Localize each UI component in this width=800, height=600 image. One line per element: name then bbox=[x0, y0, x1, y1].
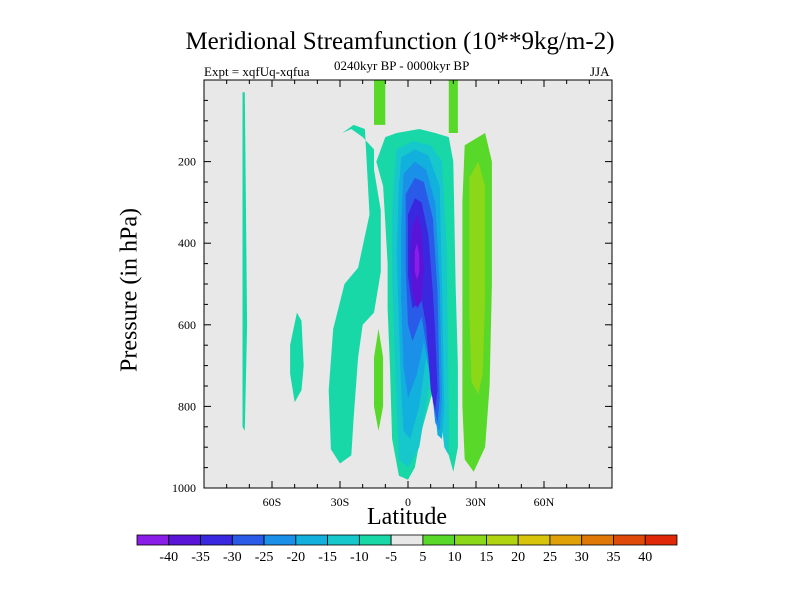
colorbar-box bbox=[486, 534, 519, 546]
contour-region--40-0 bbox=[414, 243, 420, 280]
colorbar-box bbox=[613, 534, 646, 546]
colorbar-box bbox=[422, 534, 456, 546]
y-tick-label: 600 bbox=[178, 318, 196, 332]
colorbar-label: 20 bbox=[511, 550, 525, 565]
contour-region--5-0 bbox=[242, 92, 248, 431]
period-subtitle: 0240kyr BP - 0000kyr BP bbox=[334, 58, 470, 73]
colorbar-box bbox=[136, 534, 170, 546]
contour-region-5-0 bbox=[374, 80, 386, 125]
colorbar-label: 25 bbox=[543, 550, 557, 565]
chart-title: Meridional Streamfunction (10**9kg/m-2) bbox=[185, 28, 615, 55]
colorbar-label: 15 bbox=[479, 550, 493, 565]
contour-region-5-2 bbox=[374, 328, 384, 431]
x-tick-label: 60S bbox=[263, 495, 282, 509]
colorbar-box bbox=[581, 534, 614, 546]
season-subtitle: JJA bbox=[590, 64, 610, 79]
colorbar-label: -40 bbox=[159, 550, 178, 565]
colorbar-label: -10 bbox=[350, 550, 369, 565]
colorbar-label: 30 bbox=[575, 550, 589, 565]
experiment-subtitle: Expt = xqfUq-xqfua bbox=[204, 64, 310, 79]
y-tick-label: 400 bbox=[178, 236, 196, 250]
colorbar-label: -5 bbox=[385, 550, 397, 565]
colorbar-box bbox=[168, 534, 201, 546]
contour-region-5-1 bbox=[448, 80, 458, 133]
contour-region--5-1 bbox=[290, 312, 304, 403]
colorbar-box bbox=[454, 534, 487, 546]
colorbar-box bbox=[327, 534, 360, 546]
colorbar-box bbox=[263, 534, 297, 546]
colorbar-box bbox=[295, 534, 328, 546]
colorbar-label: -20 bbox=[286, 550, 305, 565]
contour-region--5-2 bbox=[328, 124, 381, 464]
colorbar-label: 10 bbox=[448, 550, 462, 565]
colorbar-box bbox=[231, 534, 265, 546]
colorbar-label: -15 bbox=[318, 550, 337, 565]
x-tick-label: 60N bbox=[534, 495, 555, 509]
x-tick-label: 30S bbox=[331, 495, 350, 509]
colorbar-label: 35 bbox=[606, 550, 620, 565]
colorbar-box bbox=[517, 534, 551, 546]
y-tick-label: 800 bbox=[178, 399, 196, 413]
colorbar-box bbox=[549, 534, 583, 546]
y-tick-label: 200 bbox=[178, 155, 196, 169]
x-tick-label: 30N bbox=[466, 495, 487, 509]
contour-region-10-0 bbox=[469, 161, 486, 395]
x-axis-label: Latitude bbox=[367, 504, 447, 530]
colorbar-box bbox=[200, 534, 233, 546]
colorbar-label: -35 bbox=[191, 550, 210, 565]
colorbar-label: 5 bbox=[419, 550, 426, 565]
x-tick-label: 0 bbox=[405, 495, 411, 509]
colorbar-box bbox=[390, 534, 424, 546]
colorbar-label: -25 bbox=[255, 550, 274, 565]
colorbar-label: -30 bbox=[223, 550, 242, 565]
colorbar-box bbox=[644, 534, 678, 546]
colorbar-box bbox=[358, 534, 392, 546]
colorbar-label: 40 bbox=[638, 550, 652, 565]
y-tick-label: 1000 bbox=[172, 481, 196, 495]
